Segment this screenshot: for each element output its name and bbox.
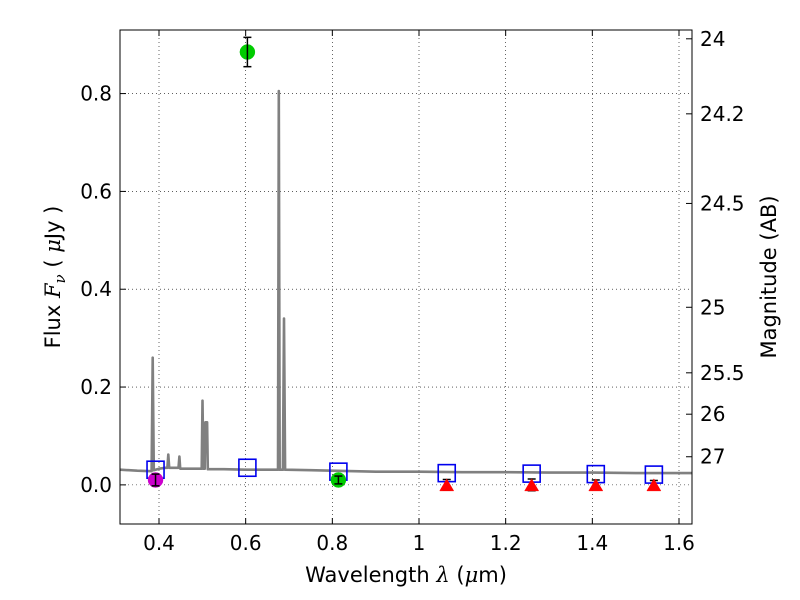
y-axis-unit-rest: Jy ) bbox=[41, 206, 65, 242]
x-tick-label: 1.2 bbox=[490, 531, 522, 555]
y-axis-unit-mu: μ bbox=[41, 239, 65, 253]
model-spectrum-line bbox=[120, 89, 692, 475]
upper-limit-triangle bbox=[588, 478, 604, 492]
x-axis-unit-rest: m) bbox=[478, 563, 507, 587]
x-axis-title: Wavelength λ (μm) bbox=[305, 563, 507, 587]
x-tick-label: 0.8 bbox=[316, 531, 348, 555]
y-axis-symbol: F bbox=[41, 282, 65, 299]
y-axis-title: Flux Fν ( μJy ) bbox=[41, 206, 69, 349]
y2-tick-label: 24.5 bbox=[700, 191, 745, 215]
y-tick-label: 0.6 bbox=[80, 179, 112, 203]
y-axis-title-text: Flux bbox=[41, 305, 65, 349]
tick-labels: 0.4 0.6 0.8 1 1.2 1.4 1.6 0.0 0.2 0.4 0.6 0.8 24 24.2… bbox=[80, 27, 744, 555]
y2-tick-label: 25 bbox=[700, 295, 725, 319]
x-tick-label: 0.6 bbox=[230, 531, 262, 555]
x-tick-label: 1 bbox=[413, 531, 426, 555]
x-axis-symbol: λ bbox=[435, 563, 449, 587]
y2-tick-label: 24.2 bbox=[700, 102, 745, 126]
y-axis-unit-open: ( bbox=[41, 259, 65, 267]
x-tick-label: 1.6 bbox=[663, 531, 695, 555]
y-tick-label: 0.2 bbox=[80, 375, 112, 399]
y2-tick-label: 27 bbox=[700, 445, 725, 469]
y2-axis-title: Magnitude (AB) bbox=[757, 195, 781, 358]
upper-limit-triangle bbox=[439, 478, 455, 492]
x-tick-label: 0.4 bbox=[143, 531, 175, 555]
y-tick-label: 0.8 bbox=[80, 82, 112, 106]
y2-tick-label: 25.5 bbox=[700, 361, 745, 385]
y-axis-subscript: ν bbox=[51, 274, 69, 283]
plot-frame bbox=[119, 29, 693, 525]
y-tick-label: 0.0 bbox=[80, 473, 112, 497]
upper-limit-triangle bbox=[524, 478, 540, 492]
data-markers bbox=[146, 36, 664, 492]
x-axis-title-text: Wavelength bbox=[305, 563, 430, 587]
x-tick-label: 1.4 bbox=[576, 531, 608, 555]
x-axis-unit-open: ( bbox=[456, 563, 464, 587]
y-tick-label: 0.4 bbox=[80, 277, 112, 301]
plot-background bbox=[120, 30, 692, 524]
y2-tick-label: 26 bbox=[700, 402, 725, 426]
y2-tick-label: 24 bbox=[700, 27, 725, 51]
model-photometry-square bbox=[238, 458, 257, 478]
axis-ticks bbox=[120, 30, 692, 524]
upper-limit-triangle bbox=[646, 478, 662, 492]
x-axis-unit-mu: μ bbox=[465, 563, 479, 587]
